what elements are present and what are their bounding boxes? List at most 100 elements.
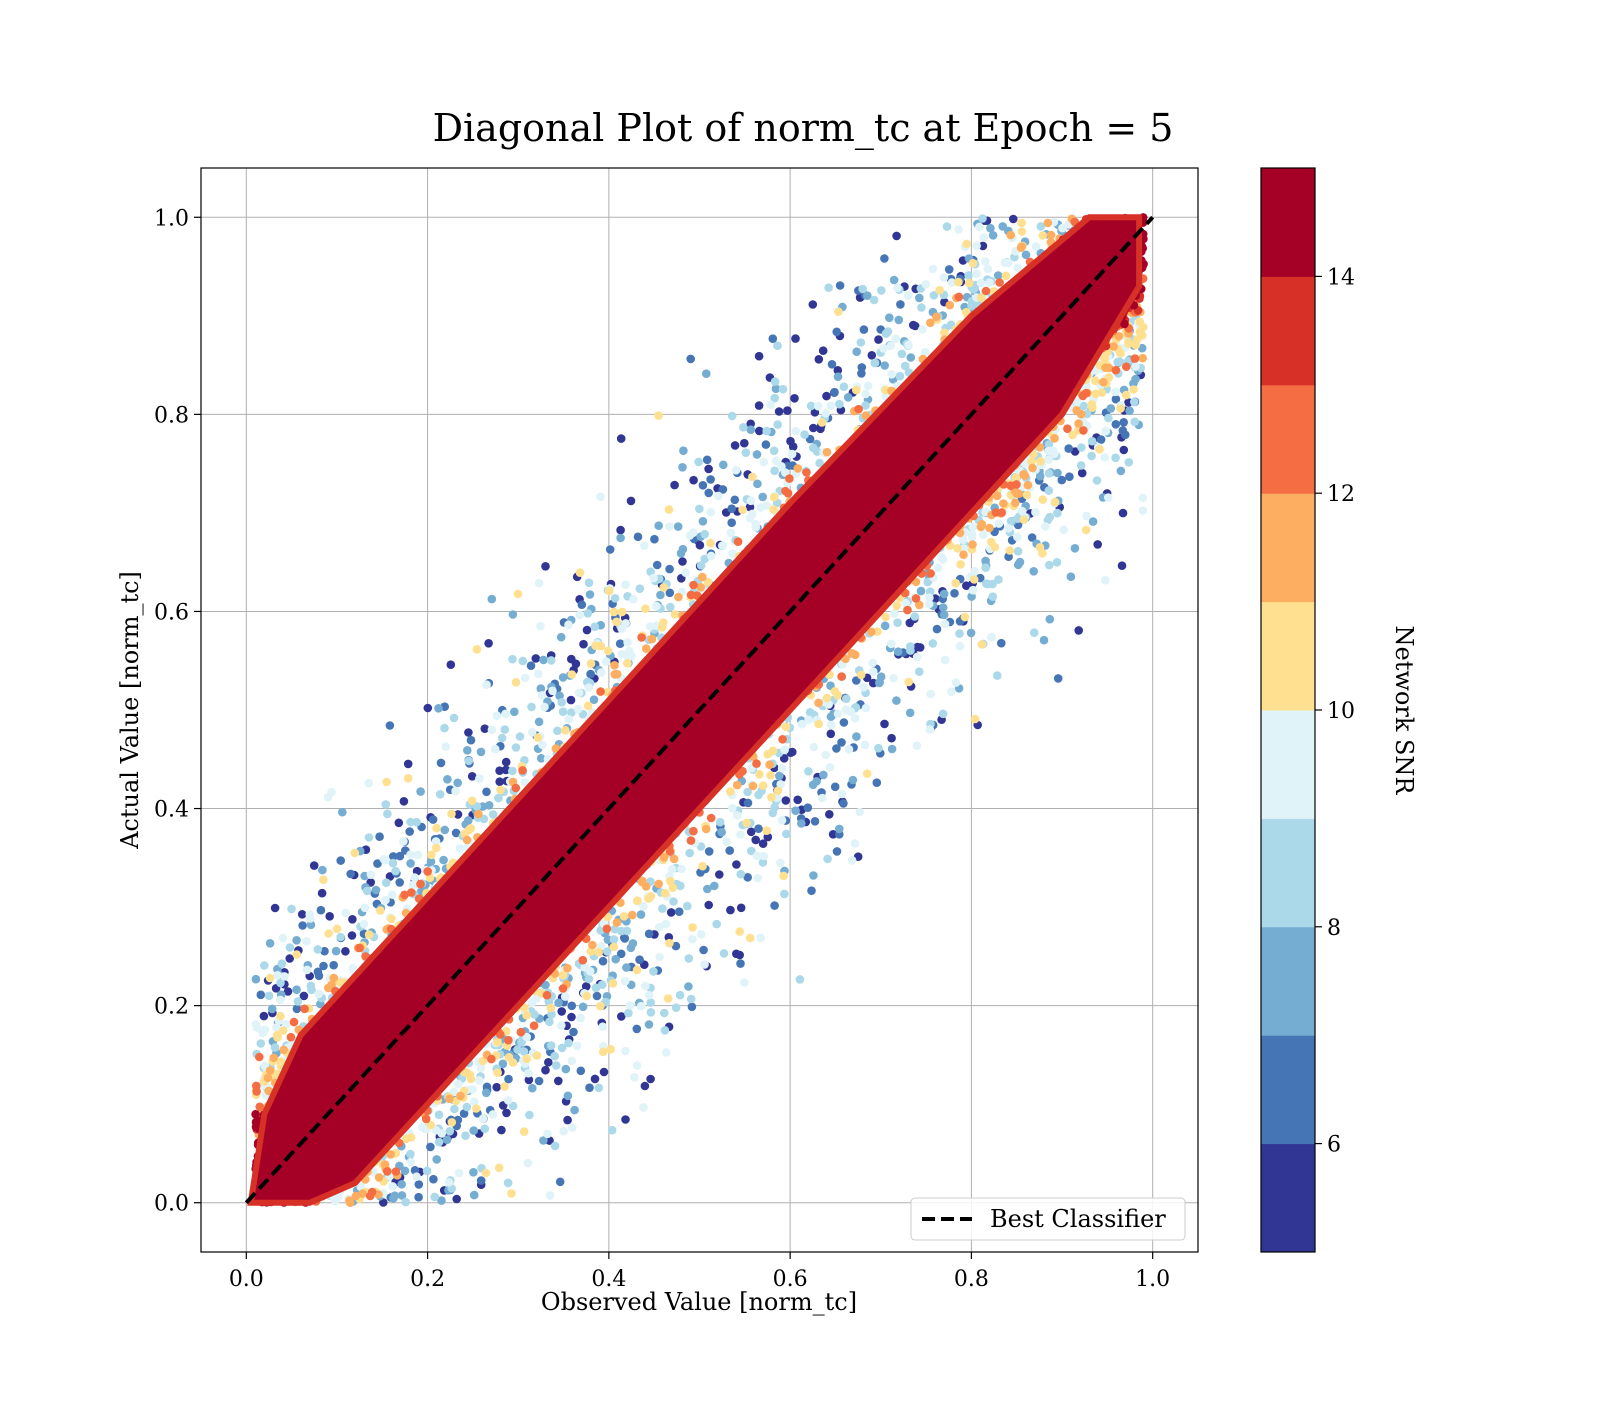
scatter-point bbox=[670, 481, 679, 490]
scatter-point bbox=[271, 904, 280, 913]
scatter-point bbox=[755, 770, 764, 779]
scatter-point bbox=[400, 891, 409, 900]
scatter-point bbox=[627, 497, 636, 506]
scatter-point bbox=[698, 573, 707, 582]
scatter-point bbox=[809, 871, 818, 880]
scatter-point bbox=[661, 1026, 670, 1035]
scatter-point bbox=[533, 1051, 542, 1060]
scatter-point bbox=[255, 1103, 264, 1112]
scatter-point bbox=[468, 797, 477, 806]
scatter-point bbox=[484, 639, 493, 648]
scatter-point bbox=[662, 1048, 671, 1057]
scatter-point bbox=[646, 1075, 655, 1084]
scatter-point bbox=[665, 565, 674, 574]
scatter-point bbox=[961, 613, 970, 622]
scatter-point bbox=[913, 653, 922, 662]
scatter-point bbox=[860, 325, 869, 334]
scatter-point bbox=[1064, 444, 1073, 453]
scatter-point bbox=[665, 505, 674, 514]
scatter-point bbox=[977, 523, 986, 532]
scatter-point bbox=[255, 1053, 264, 1062]
scatter-point bbox=[762, 427, 771, 436]
scatter-point bbox=[736, 830, 745, 839]
scatter-point bbox=[1087, 452, 1096, 461]
scatter-point bbox=[624, 1009, 633, 1018]
scatter-point bbox=[727, 529, 736, 538]
scatter-point bbox=[736, 959, 745, 968]
scatter-point bbox=[621, 977, 630, 986]
scatter-point bbox=[1067, 572, 1076, 581]
scatter-point bbox=[864, 382, 873, 391]
scatter-point bbox=[672, 1003, 681, 1012]
scatter-point bbox=[791, 334, 800, 343]
scatter-point bbox=[582, 992, 591, 1001]
scatter-point bbox=[642, 644, 651, 653]
scatter-point bbox=[941, 656, 950, 665]
scatter-point bbox=[628, 911, 637, 920]
scatter-point bbox=[981, 257, 990, 266]
scatter-point bbox=[276, 1012, 285, 1021]
scatter-point bbox=[770, 493, 779, 502]
scatter-point bbox=[584, 683, 593, 692]
scatter-point bbox=[884, 327, 893, 336]
scatter-point bbox=[1112, 420, 1121, 429]
scatter-point bbox=[659, 583, 668, 592]
scatter-point bbox=[616, 534, 625, 543]
scatter-point bbox=[541, 1066, 550, 1075]
scatter-point bbox=[355, 944, 364, 953]
scatter-point bbox=[265, 992, 274, 1001]
scatter-point bbox=[447, 660, 456, 669]
scatter-point bbox=[736, 870, 745, 879]
scatter-point bbox=[1050, 434, 1059, 443]
scatter-point bbox=[733, 781, 742, 790]
scatter-point bbox=[616, 639, 625, 648]
scatter-point bbox=[859, 683, 868, 692]
scatter-point bbox=[310, 861, 319, 870]
chart-title: Diagonal Plot of norm_tc at Epoch = 5 bbox=[433, 106, 1174, 151]
scatter-point bbox=[1125, 407, 1134, 416]
scatter-point bbox=[895, 316, 904, 325]
scatter-point bbox=[845, 745, 854, 754]
scatter-point bbox=[386, 721, 395, 730]
scatter-point bbox=[756, 934, 765, 943]
scatter-point bbox=[679, 545, 688, 554]
scatter-point bbox=[851, 714, 860, 723]
scatter-point bbox=[504, 1096, 513, 1105]
scatter-point bbox=[985, 524, 994, 533]
scatter-point bbox=[832, 328, 841, 337]
scatter-point bbox=[1138, 354, 1147, 363]
scatter-point bbox=[621, 580, 630, 589]
scatter-point bbox=[528, 1084, 537, 1093]
scatter-point bbox=[512, 784, 521, 793]
scatter-point bbox=[922, 280, 931, 289]
scatter-point bbox=[704, 901, 713, 910]
scatter-point bbox=[332, 947, 341, 956]
scatter-point bbox=[1122, 362, 1131, 371]
scatter-point bbox=[400, 797, 409, 806]
scatter-point bbox=[416, 880, 425, 889]
scatter-point bbox=[686, 355, 695, 364]
scatter-point bbox=[678, 557, 687, 566]
scatter-point bbox=[797, 819, 806, 828]
scatter-point bbox=[1124, 340, 1133, 349]
scatter-point bbox=[951, 579, 960, 588]
scatter-point bbox=[665, 522, 674, 531]
scatter-point bbox=[298, 910, 307, 919]
scatter-point bbox=[725, 846, 734, 855]
scatter-point bbox=[1054, 674, 1063, 683]
scatter-point bbox=[785, 474, 794, 483]
scatter-point bbox=[606, 545, 615, 554]
scatter-point bbox=[469, 1126, 478, 1135]
scatter-point bbox=[1014, 547, 1023, 556]
scatter-point bbox=[596, 493, 605, 502]
scatter-point bbox=[414, 1193, 423, 1202]
scatter-point bbox=[290, 1018, 299, 1027]
scatter-point bbox=[735, 951, 744, 960]
scatter-point bbox=[268, 1005, 277, 1014]
scatter-point bbox=[578, 600, 587, 609]
scatter-point bbox=[779, 385, 788, 394]
scatter-point bbox=[559, 707, 568, 716]
scatter-point bbox=[538, 741, 547, 750]
scatter-point bbox=[737, 904, 746, 913]
scatter-point bbox=[562, 1065, 571, 1074]
